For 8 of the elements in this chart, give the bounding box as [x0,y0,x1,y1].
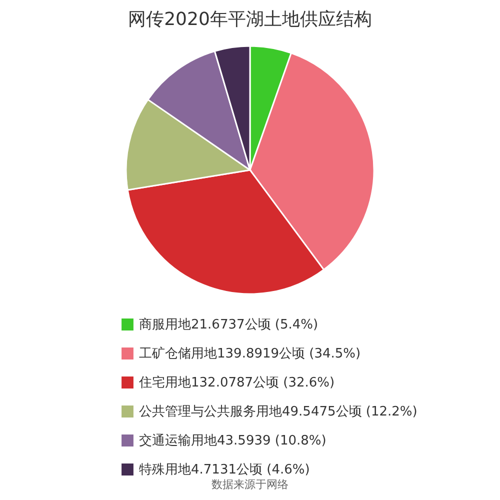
text: 数据来源于网络 [212,478,288,491]
chart-title: 网传2020年平湖土地供应结构 [128,9,372,30]
legend-label: 商服用地21.6737公顷 (5.4%) [139,318,318,332]
legend-label: 公共管理与公共服务用地49.5475公顷 (12.2%) [139,404,418,420]
legend-label: 特殊用地4.7131公顷 (4.6%) [139,462,310,478]
legend-label: 工矿仓储用地139.8919公顷 (34.5%) [139,346,361,362]
legend-label: 交通运输用地43.5939 (10.8%) [139,432,326,448]
legend-label: 住宅用地132.0787公顷 (32.6%) [138,374,335,390]
